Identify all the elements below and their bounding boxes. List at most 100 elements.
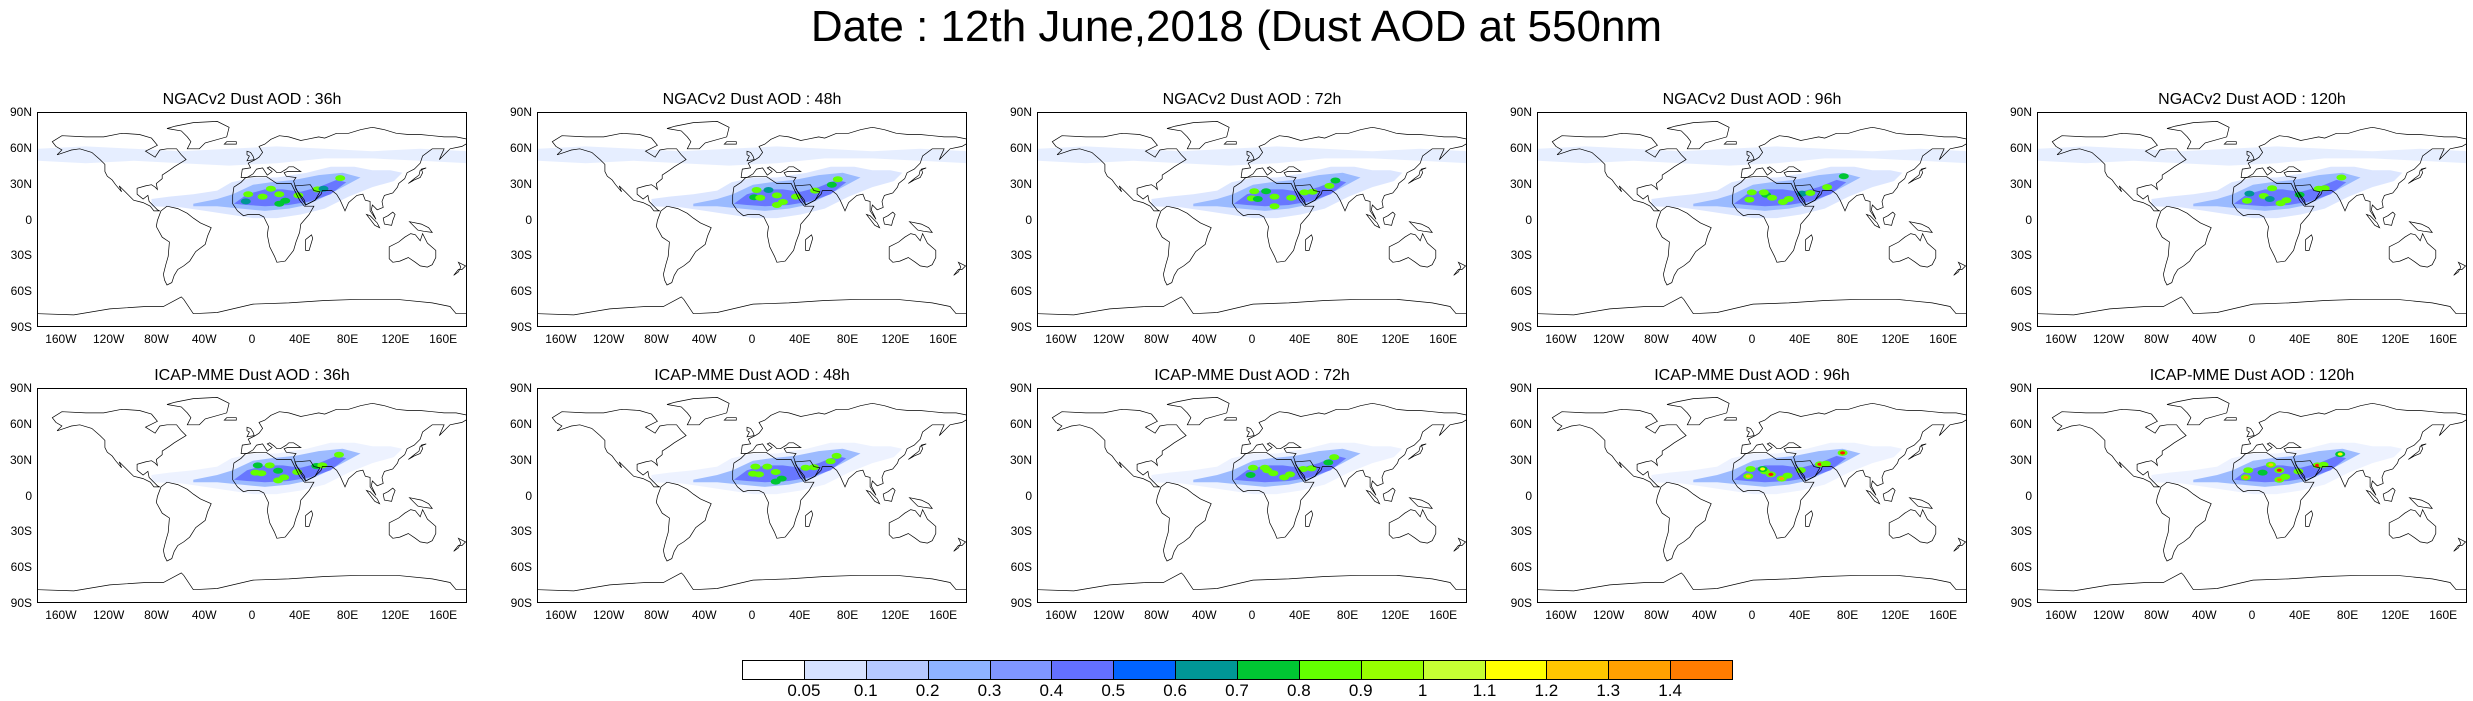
lon-tick-label: 120W <box>1092 332 1125 346</box>
map-frame <box>1037 388 1467 603</box>
panel-title: ICAP-MME Dust AOD : 48h <box>654 367 850 384</box>
colorbar-segment <box>1175 660 1238 680</box>
coastline-namerica <box>51 408 187 488</box>
coastline-africa <box>2232 451 2315 539</box>
coastline-australia <box>1388 232 1437 268</box>
coastline-borneo <box>382 487 396 502</box>
lat-tick-label: 60S <box>2010 284 2032 299</box>
coastline-japan <box>1908 443 1927 460</box>
dust-hotspot <box>2244 190 2255 197</box>
lat-tick-label: 0 <box>2025 488 2032 503</box>
colorbar-segment <box>1237 660 1300 680</box>
lon-tick-label: 160E <box>2429 608 2458 622</box>
lat-tick-label: 90N <box>2009 105 2032 119</box>
coastline-newguinea <box>1408 221 1433 233</box>
lat-tick-label: 90N <box>1509 105 1532 119</box>
coastline-greenland <box>1666 121 1730 150</box>
lat-tick-label: 90N <box>1509 381 1532 395</box>
coastline-japan <box>408 167 427 184</box>
coastline-uk <box>1746 426 1755 438</box>
lon-tick-label: 80W <box>644 332 669 346</box>
coastline-namerica <box>2051 132 2187 212</box>
coastline-madagascar <box>805 510 814 527</box>
dust-hotspot <box>1307 188 1318 195</box>
map-frame <box>2037 112 2467 327</box>
coastline-madagascar <box>805 234 814 251</box>
dust-hotspot <box>256 470 267 477</box>
coastline-arabia <box>294 184 321 206</box>
lon-tick-label: 80W <box>1644 332 1669 346</box>
map-frame <box>537 112 967 327</box>
lon-tick-label: 80E <box>1836 332 1859 346</box>
coastline-eurasia <box>740 402 966 496</box>
map-frame <box>537 388 967 603</box>
colorbar-segment <box>1360 660 1424 680</box>
coastline-australia <box>388 232 437 268</box>
lon-tick-label: 160W <box>45 608 77 622</box>
lon-tick-label: 160W <box>1045 332 1077 346</box>
panel-title: ICAP-MME Dust AOD : 120h <box>2149 367 2355 384</box>
dust-aod-map <box>2038 397 2466 592</box>
coastline-eurasia <box>740 126 966 220</box>
colorbar-label: 0.5 <box>1101 681 1126 700</box>
lon-tick-label: 0 <box>248 608 256 622</box>
colorbar-segment <box>1608 660 1672 680</box>
lat-tick-label: 0 <box>1025 212 1032 227</box>
colorbar-label: 0.4 <box>1039 681 1064 700</box>
lat-tick-label: 60N <box>509 140 532 155</box>
dust-hotspot-core <box>1760 467 1766 471</box>
lat-tick-label: 90N <box>509 105 532 119</box>
coastline-australia <box>388 508 437 544</box>
dust-hotspot <box>1329 454 1340 461</box>
lon-tick-label: 120W <box>2092 332 2125 346</box>
lat-tick-label: 30N <box>509 176 532 191</box>
map-panel-icap-mme-120h: ICAP-MME Dust AOD : 120h 90N 60N 30N 0 30S 60S… <box>2002 366 2473 646</box>
coastline-antarctica <box>2038 572 2466 592</box>
coastline-greenland <box>166 397 230 426</box>
dust-haze-north <box>1538 146 1966 166</box>
coastline-borneo <box>1882 211 1896 226</box>
dust-hotspot <box>1299 189 1310 196</box>
dust-haze-north <box>1038 146 1466 166</box>
coastline-eurasia <box>1240 402 1466 496</box>
lon-tick-label: 120W <box>592 608 625 622</box>
lon-tick-label: 120W <box>1092 608 1125 622</box>
coastline-antarctica <box>38 572 466 592</box>
dust-hotspot-core <box>1745 474 1751 478</box>
lon-tick-label: 120W <box>1592 332 1625 346</box>
coastline-newzealand <box>2453 261 2466 276</box>
map-panel-icap-mme-72h: ICAP-MME Dust AOD : 72h 90N 60N 30N 0 30S 60S 9… <box>1002 366 1502 646</box>
dust-hotspot <box>274 191 285 198</box>
dust-hotspot <box>750 463 761 470</box>
coastline-madagascar <box>1805 234 1814 251</box>
dust-hotspot <box>1330 177 1341 184</box>
colorbar-label: 1.4 <box>1658 681 1682 700</box>
dust-hotspot <box>1758 189 1769 196</box>
lat-tick-label: 30N <box>1009 176 1032 191</box>
dust-hotspot-core <box>2276 468 2282 472</box>
lat-tick-label: 30N <box>1009 452 1032 467</box>
coastline-antarctica <box>1038 296 1466 316</box>
coastline-newzealand <box>1453 261 1466 276</box>
coastline-uk <box>1746 150 1755 162</box>
coastline-eurasia <box>240 126 466 220</box>
lat-tick-label: 60N <box>1009 416 1032 431</box>
coastline-africa <box>232 451 315 539</box>
map-frame <box>2037 388 2467 603</box>
lat-tick-label: 30S <box>10 524 32 539</box>
lon-tick-label: 120W <box>2092 608 2125 622</box>
lon-tick-label: 40E <box>1289 608 1311 622</box>
lon-tick-label: 120W <box>92 332 125 346</box>
coastline-antarctica <box>38 296 466 316</box>
lat-tick-label: 60S <box>10 284 32 299</box>
dust-aod-map <box>1538 397 1966 592</box>
lat-tick-label: 90S <box>1510 596 1532 610</box>
lon-tick-label: 0 <box>1248 332 1256 346</box>
dust-hotspot <box>1279 474 1290 481</box>
coastline-arabia <box>794 460 821 482</box>
coastline-greenland <box>666 121 730 150</box>
map-frame <box>37 388 467 603</box>
colorbar-label: 1.3 <box>1596 681 1621 700</box>
lon-tick-label: 0 <box>1748 332 1756 346</box>
lon-tick-label: 0 <box>248 332 256 346</box>
